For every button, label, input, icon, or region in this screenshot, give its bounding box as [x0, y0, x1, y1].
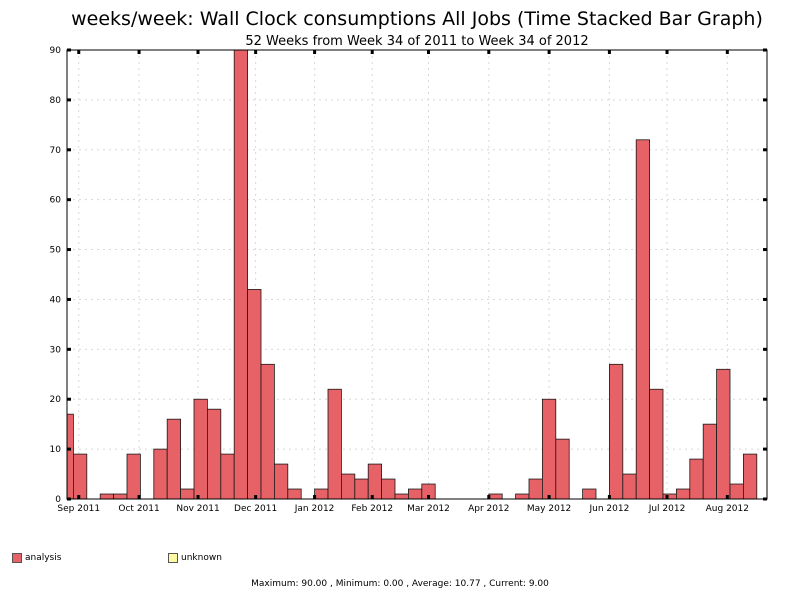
bar-analysis: [287, 488, 302, 500]
bar-analysis: [233, 49, 248, 500]
y-tick-label: 30: [50, 345, 62, 355]
bar-analysis: [689, 458, 704, 500]
bar-analysis: [662, 493, 677, 500]
bar-analysis: [220, 453, 235, 500]
bar-analysis: [273, 463, 289, 500]
summary-statistics: Maximum: 90.00 , Minimum: 0.00 , Average…: [251, 579, 549, 589]
bar-analysis: [260, 363, 275, 500]
bar-analysis: [676, 488, 691, 500]
bar-analysis: [582, 488, 597, 500]
bar-analysis: [327, 388, 342, 500]
chart-subtitle: 52 Weeks from Week 34 of 2011 to Week 34…: [245, 34, 589, 49]
x-tick-label: Oct 2011: [118, 504, 159, 514]
x-tick-label: Jun 2012: [588, 504, 629, 514]
bar-analysis: [716, 368, 731, 500]
bar-analysis: [314, 488, 329, 500]
bar-analysis: [99, 493, 114, 500]
bar-analysis: [649, 388, 664, 500]
y-tick-label: 50: [50, 246, 62, 256]
x-tick-label: Dec 2011: [234, 504, 277, 514]
legend-swatch-analysis: [12, 553, 22, 563]
bar-analysis: [488, 493, 503, 500]
legend-label-unknown: unknown: [181, 553, 222, 563]
x-tick-label: Feb 2012: [351, 504, 393, 514]
bar-analysis: [555, 438, 570, 500]
bar-analysis: [354, 478, 369, 500]
bar-analysis: [381, 478, 396, 500]
bar-analysis: [193, 398, 208, 500]
bar-analysis: [622, 473, 637, 500]
y-tick-label: 70: [50, 146, 62, 156]
bar-analysis: [180, 488, 195, 500]
y-tick-label: 0: [55, 495, 61, 505]
legend-label-analysis: analysis: [25, 553, 62, 563]
bar-analysis: [729, 483, 744, 500]
x-tick-label: Jan 2012: [294, 504, 335, 514]
bar-analysis: [528, 478, 543, 500]
bar-analysis: [126, 453, 141, 500]
bar-analysis: [702, 423, 718, 500]
legend-item-unknown: unknown: [168, 553, 222, 563]
y-axis-labels: 0 10 20 30 40 50 60 70 80 90: [50, 46, 62, 505]
bars: [66, 49, 758, 500]
y-tick-label: 90: [50, 46, 62, 56]
x-tick-label: Sep 2011: [57, 504, 100, 514]
bar-analysis: [609, 363, 624, 500]
bar-analysis: [394, 493, 409, 500]
y-tick-label: 40: [50, 295, 62, 305]
y-tick-label: 20: [50, 395, 62, 405]
x-tick-label: Nov 2011: [176, 504, 219, 514]
bar-analysis: [635, 139, 651, 500]
bar-analysis: [66, 413, 74, 500]
y-tick-label: 60: [50, 196, 62, 206]
chart-title: weeks/week: Wall Clock consumptions All …: [71, 8, 763, 30]
x-tick-label: May 2012: [527, 504, 571, 514]
x-tick-label: Aug 2012: [706, 504, 749, 514]
bar-analysis: [407, 488, 423, 500]
x-tick-label: Apr 2012: [468, 504, 509, 514]
legend-item-analysis: analysis: [12, 553, 61, 563]
bar-analysis: [153, 448, 168, 500]
bar-analysis: [367, 463, 383, 500]
plot-frame: [66, 49, 768, 500]
bar-analysis: [542, 398, 557, 500]
x-tick-label: Mar 2012: [407, 504, 450, 514]
x-tick-label: Jul 2012: [648, 504, 686, 514]
bar-analysis: [247, 289, 262, 500]
legend-swatch-unknown: [168, 553, 178, 563]
y-tick-label: 10: [50, 445, 62, 455]
bar-analysis: [113, 493, 128, 500]
axis-ticks: [67, 48, 767, 501]
y-tick-label: 80: [50, 96, 62, 106]
bar-analysis: [743, 453, 758, 500]
bar-analysis: [73, 453, 88, 500]
bar-analysis: [166, 418, 181, 500]
bar-analysis: [340, 473, 356, 500]
bar-analysis: [206, 408, 222, 500]
x-axis-labels: Sep 2011 Oct 2011 Nov 2011 Dec 2011 Jan 2012…: [57, 504, 749, 514]
bar-analysis: [515, 493, 530, 500]
